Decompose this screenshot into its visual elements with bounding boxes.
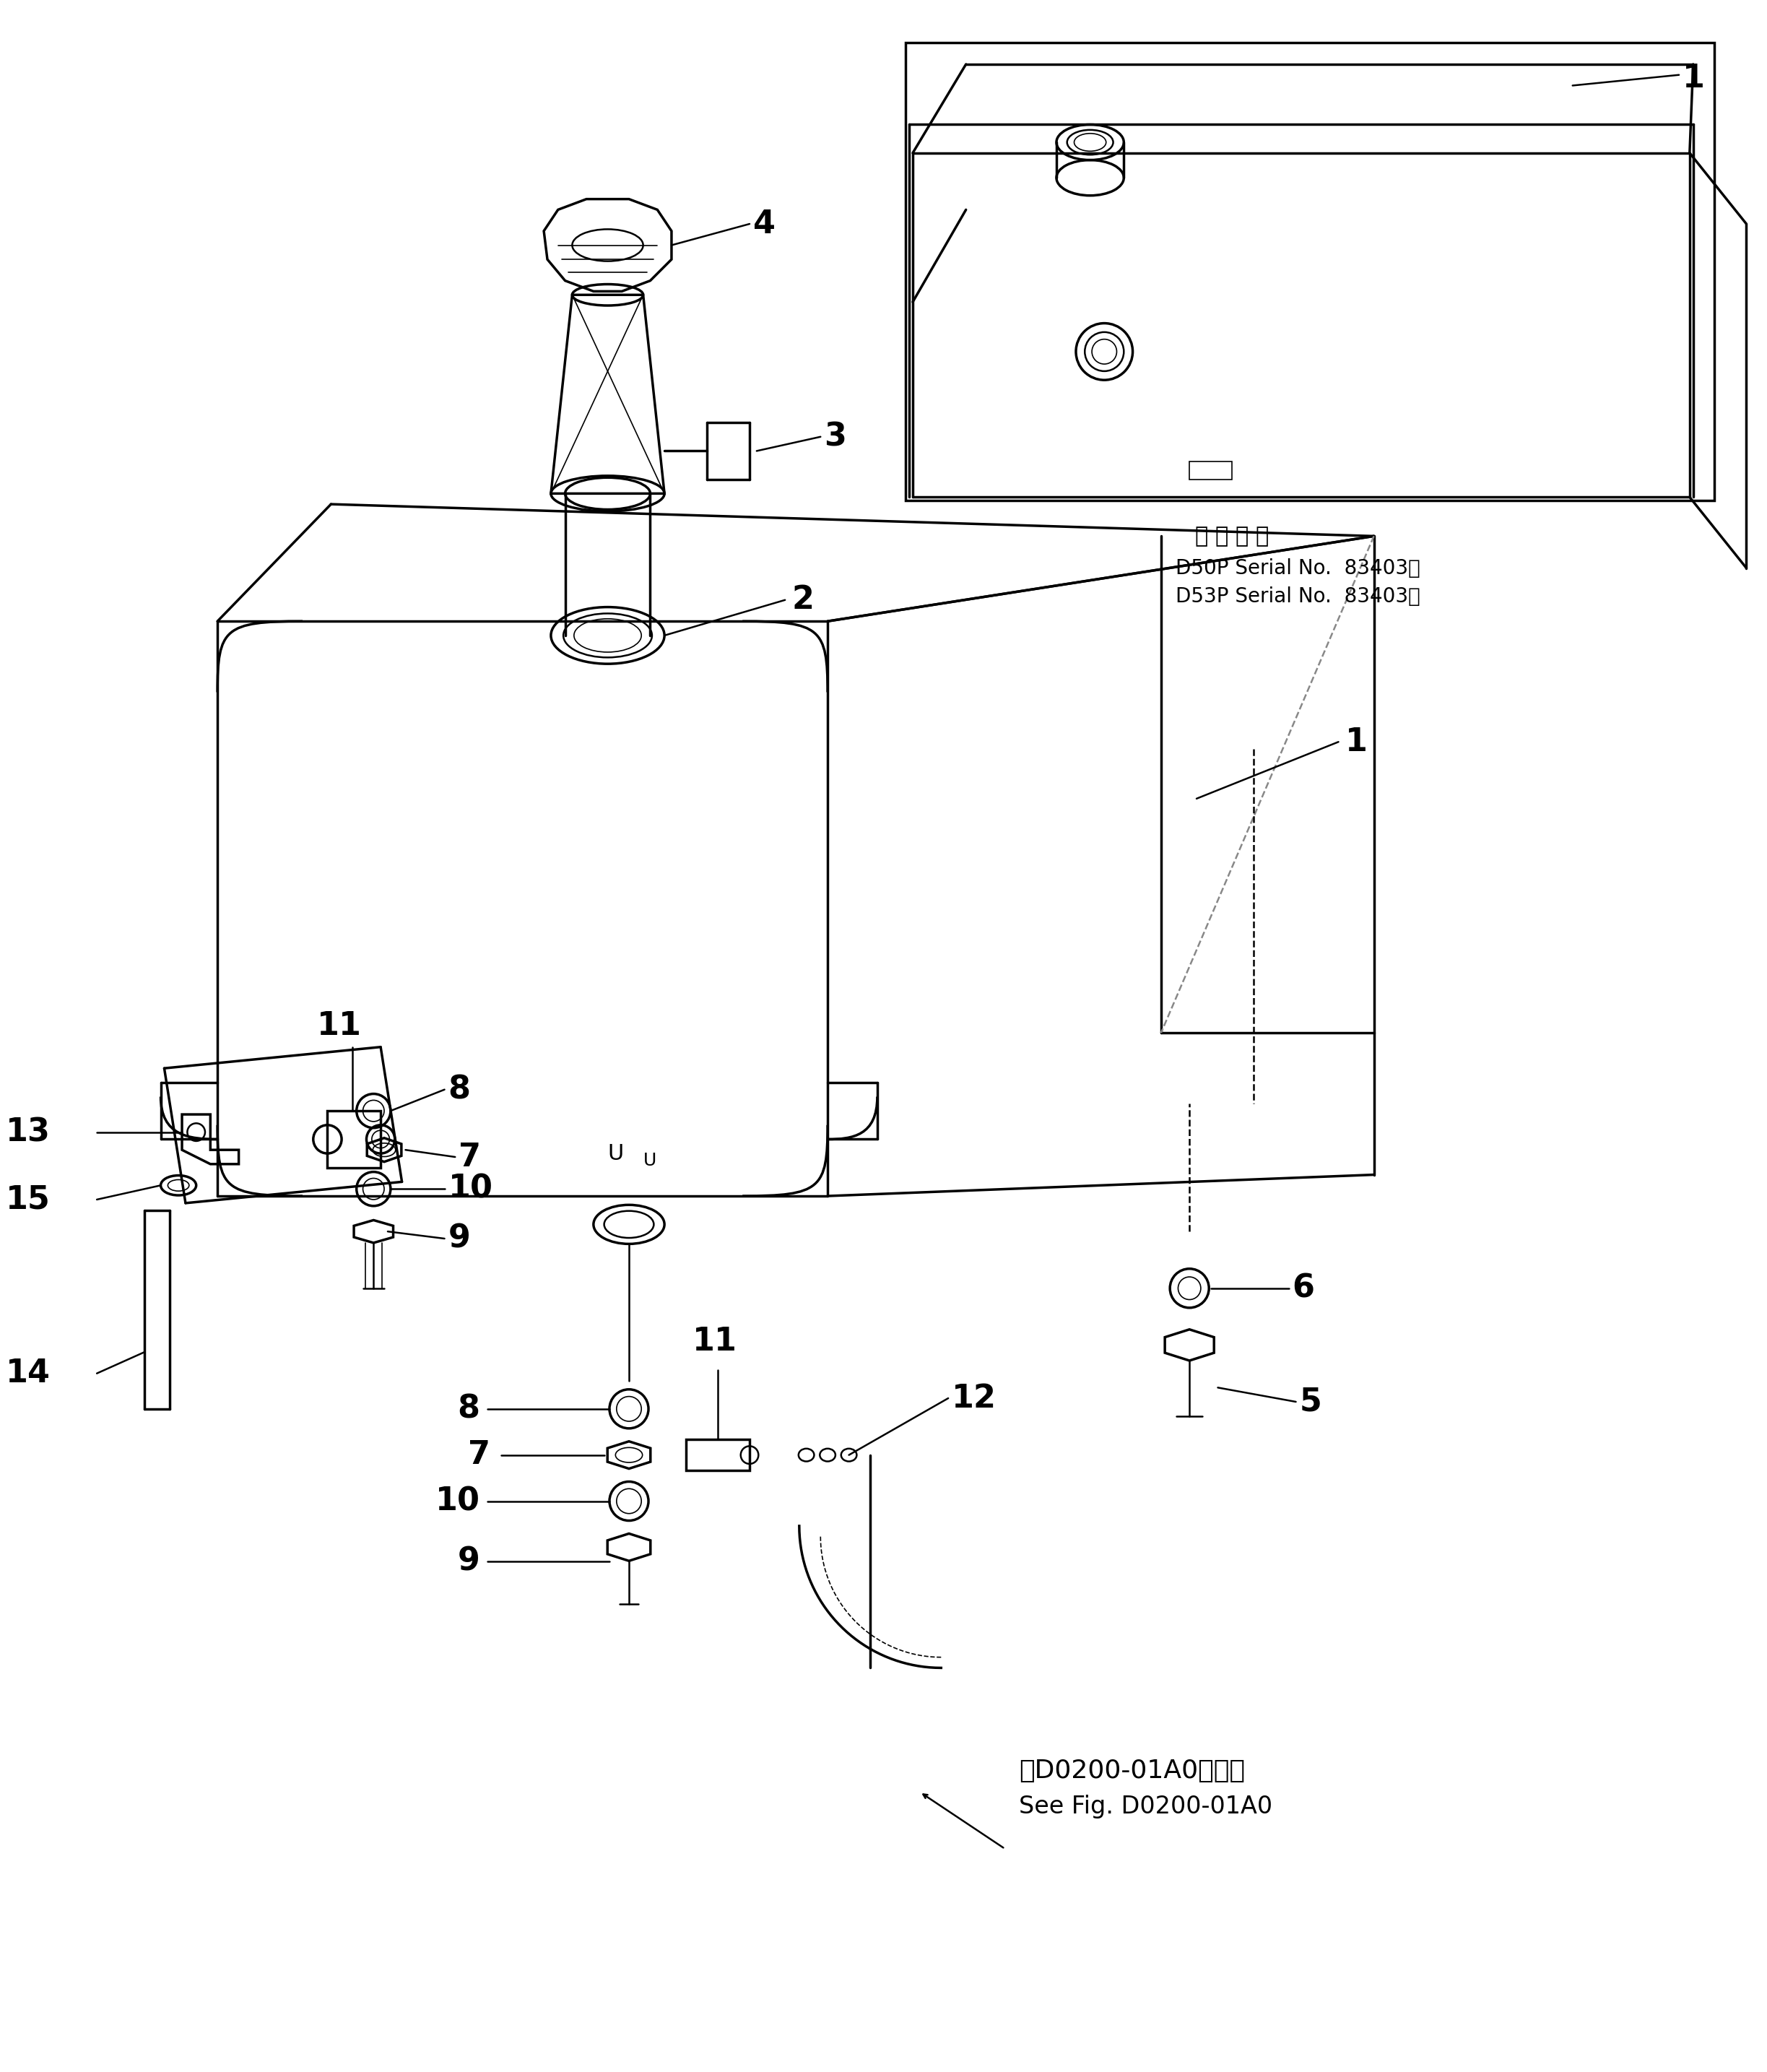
Text: 1: 1 bbox=[1682, 62, 1705, 93]
Text: 4: 4 bbox=[753, 209, 776, 240]
Text: 適 用 号 機: 適 用 号 機 bbox=[1194, 526, 1269, 547]
Text: U: U bbox=[643, 1152, 656, 1169]
Text: U: U bbox=[608, 1144, 624, 1164]
Text: 8: 8 bbox=[449, 1073, 470, 1104]
Text: 10: 10 bbox=[435, 1486, 481, 1517]
Text: 11: 11 bbox=[316, 1011, 362, 1042]
Text: 11: 11 bbox=[693, 1326, 737, 1357]
Text: D53P Serial No.  83403～: D53P Serial No. 83403～ bbox=[1175, 586, 1421, 607]
Text: 9: 9 bbox=[449, 1222, 470, 1254]
Text: 5: 5 bbox=[1299, 1386, 1322, 1417]
Text: 7: 7 bbox=[468, 1440, 491, 1471]
Text: 7: 7 bbox=[459, 1142, 481, 1173]
Text: 14: 14 bbox=[5, 1357, 51, 1388]
Text: 15: 15 bbox=[5, 1183, 51, 1214]
Text: 6: 6 bbox=[1292, 1272, 1315, 1303]
Text: 9: 9 bbox=[458, 1546, 481, 1577]
Text: D50P Serial No.  83403～: D50P Serial No. 83403～ bbox=[1175, 557, 1421, 578]
Text: 13: 13 bbox=[5, 1117, 51, 1148]
Text: 8: 8 bbox=[458, 1392, 481, 1423]
Text: 10: 10 bbox=[449, 1173, 493, 1204]
Text: 12: 12 bbox=[952, 1382, 997, 1413]
Text: 2: 2 bbox=[792, 584, 815, 615]
Text: See Fig. D0200-01A0: See Fig. D0200-01A0 bbox=[1020, 1794, 1272, 1817]
Text: 第D0200-01A0図参照: 第D0200-01A0図参照 bbox=[1020, 1759, 1246, 1784]
Text: 3: 3 bbox=[823, 421, 846, 452]
Text: 1: 1 bbox=[1345, 727, 1368, 758]
